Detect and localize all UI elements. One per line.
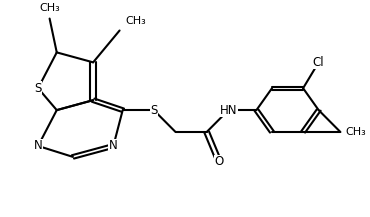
Text: Cl: Cl <box>313 56 324 69</box>
Text: O: O <box>215 155 224 168</box>
Text: S: S <box>34 82 42 95</box>
Text: CH₃: CH₃ <box>39 3 60 13</box>
Text: CH₃: CH₃ <box>345 127 366 137</box>
Text: N: N <box>109 140 118 153</box>
Text: S: S <box>150 104 158 117</box>
Text: CH₃: CH₃ <box>126 16 147 26</box>
Text: N: N <box>34 140 43 153</box>
Text: HN: HN <box>220 104 237 117</box>
